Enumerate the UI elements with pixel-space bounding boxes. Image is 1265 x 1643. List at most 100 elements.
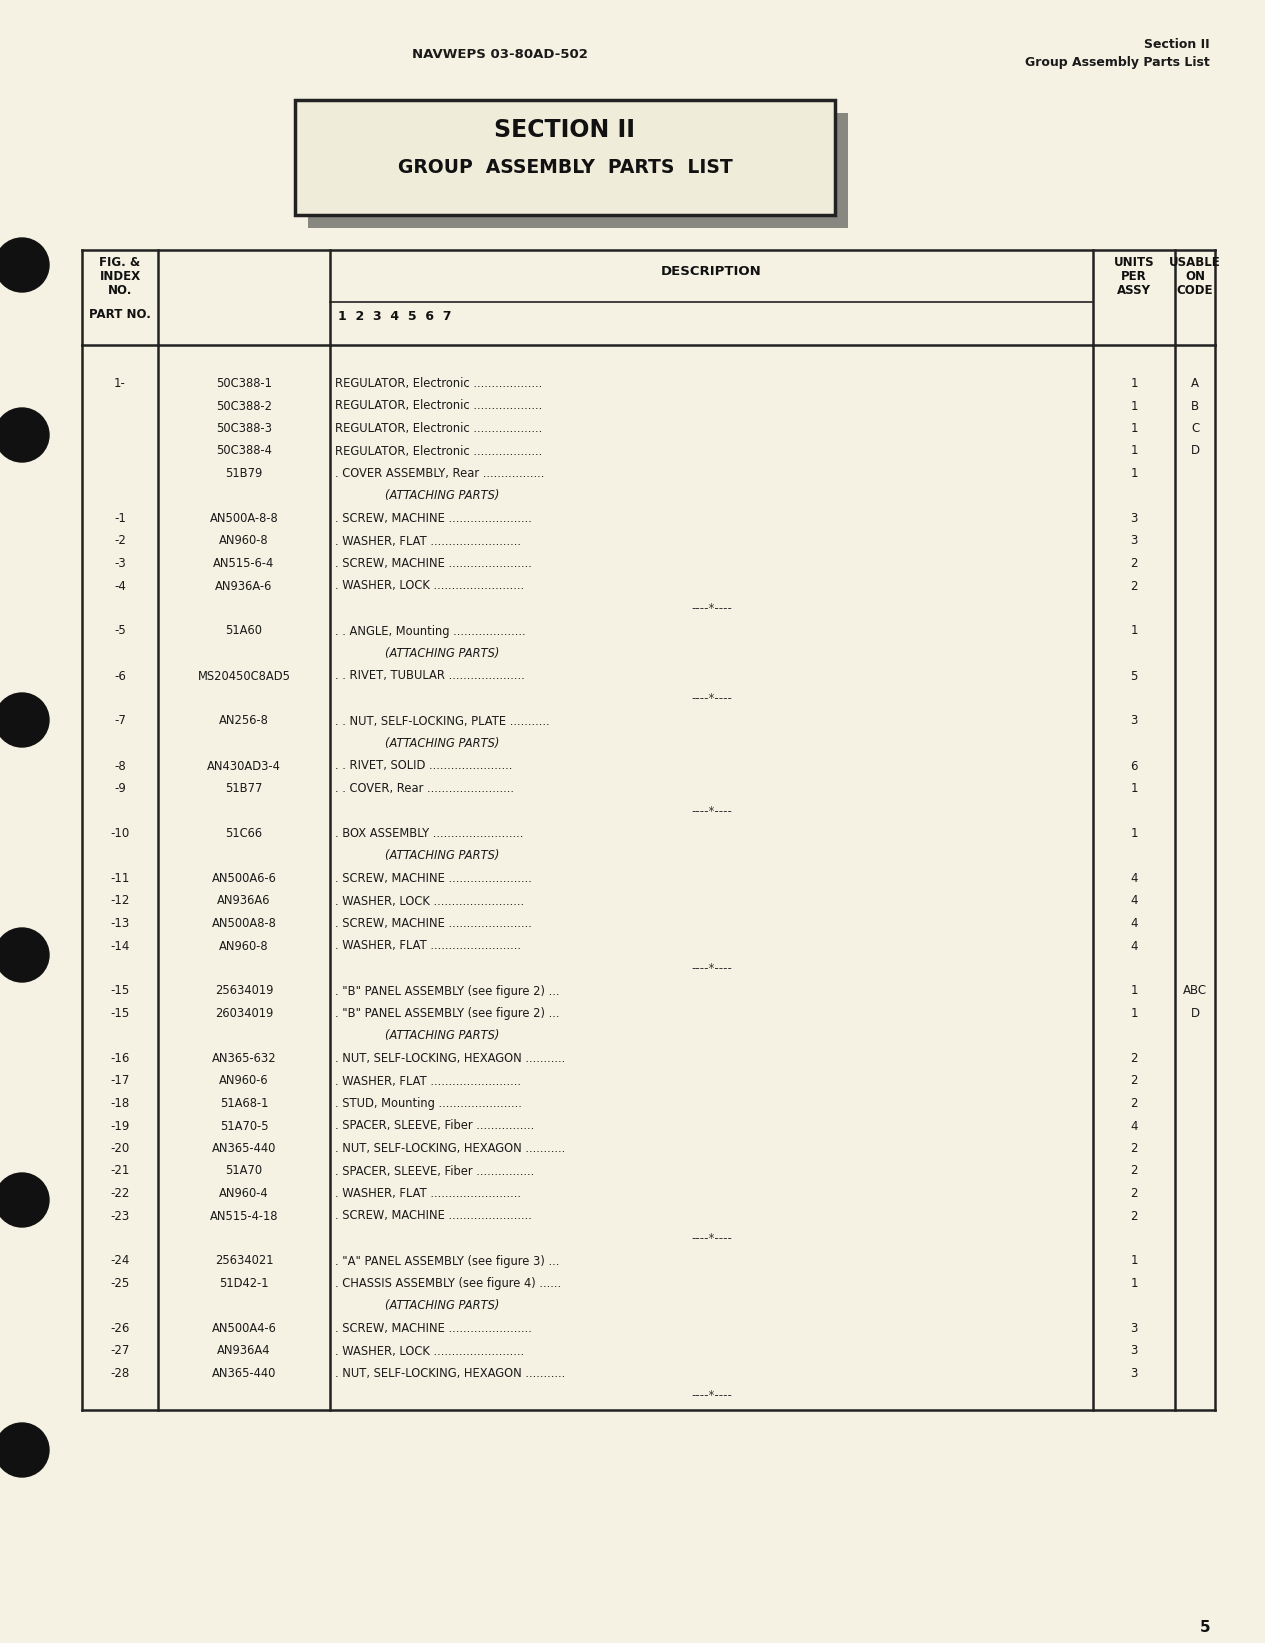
Circle shape [0, 1173, 49, 1227]
Text: 25634019: 25634019 [215, 984, 273, 997]
Text: 26034019: 26034019 [215, 1007, 273, 1020]
Text: AN500A-8-8: AN500A-8-8 [210, 513, 278, 526]
Text: . SCREW, MACHINE .......................: . SCREW, MACHINE ....................... [335, 513, 531, 526]
Text: REGULATOR, Electronic ...................: REGULATOR, Electronic ..................… [335, 422, 543, 435]
Text: -27: -27 [110, 1344, 130, 1357]
Text: AN365-440: AN365-440 [211, 1142, 276, 1155]
Text: . CHASSIS ASSEMBLY (see figure 4) ......: . CHASSIS ASSEMBLY (see figure 4) ...... [335, 1277, 562, 1290]
Text: . SCREW, MACHINE .......................: . SCREW, MACHINE ....................... [335, 1323, 531, 1336]
Text: ----*----: ----*---- [691, 601, 732, 614]
Text: 1: 1 [1130, 445, 1137, 457]
Text: AN365-440: AN365-440 [211, 1367, 276, 1380]
Text: . SPACER, SLEEVE, Fiber ................: . SPACER, SLEEVE, Fiber ................ [335, 1165, 534, 1178]
Text: (ATTACHING PARTS): (ATTACHING PARTS) [385, 490, 500, 503]
Text: ABC: ABC [1183, 984, 1207, 997]
Text: REGULATOR, Electronic ...................: REGULATOR, Electronic ..................… [335, 376, 543, 389]
Text: Group Assembly Parts List: Group Assembly Parts List [1025, 56, 1211, 69]
Text: . . ANGLE, Mounting ....................: . . ANGLE, Mounting .................... [335, 624, 526, 637]
Text: 1: 1 [1130, 399, 1137, 412]
Text: . . RIVET, TUBULAR .....................: . . RIVET, TUBULAR ..................... [335, 669, 525, 682]
Text: ----*----: ----*---- [691, 805, 732, 818]
Circle shape [0, 928, 49, 983]
Text: 5: 5 [1131, 669, 1137, 682]
Text: AN430AD3-4: AN430AD3-4 [207, 759, 281, 772]
Text: . SCREW, MACHINE .......................: . SCREW, MACHINE ....................... [335, 557, 531, 570]
Text: 2: 2 [1130, 557, 1137, 570]
Text: ----*----: ----*---- [691, 963, 732, 974]
Text: . NUT, SELF-LOCKING, HEXAGON ...........: . NUT, SELF-LOCKING, HEXAGON ........... [335, 1367, 565, 1380]
Text: . COVER ASSEMBLY, Rear .................: . COVER ASSEMBLY, Rear ................. [335, 467, 544, 480]
Text: 1: 1 [1130, 1277, 1137, 1290]
Text: AN256-8: AN256-8 [219, 715, 269, 728]
Text: 4: 4 [1130, 917, 1137, 930]
Text: -12: -12 [110, 894, 130, 907]
Text: 1: 1 [1130, 1007, 1137, 1020]
Text: 3: 3 [1131, 534, 1137, 547]
Text: PART NO.: PART NO. [89, 307, 151, 320]
Text: A: A [1192, 376, 1199, 389]
Circle shape [0, 1423, 49, 1477]
Text: -13: -13 [110, 917, 129, 930]
Text: 2: 2 [1130, 1186, 1137, 1199]
Text: -18: -18 [110, 1098, 129, 1111]
Text: AN515-4-18: AN515-4-18 [210, 1209, 278, 1222]
Text: 3: 3 [1131, 715, 1137, 728]
Text: 50C388-2: 50C388-2 [216, 399, 272, 412]
Text: 1: 1 [1130, 1255, 1137, 1267]
Text: -2: -2 [114, 534, 126, 547]
Text: SECTION II: SECTION II [495, 118, 635, 141]
Text: REGULATOR, Electronic ...................: REGULATOR, Electronic ..................… [335, 445, 543, 457]
Text: . SPACER, SLEEVE, Fiber ................: . SPACER, SLEEVE, Fiber ................ [335, 1119, 534, 1132]
Text: 1  2  3  4  5  6  7: 1 2 3 4 5 6 7 [338, 311, 452, 324]
Text: 4: 4 [1130, 894, 1137, 907]
Text: . "A" PANEL ASSEMBLY (see figure 3) ...: . "A" PANEL ASSEMBLY (see figure 3) ... [335, 1255, 559, 1267]
Text: 25634021: 25634021 [215, 1255, 273, 1267]
Text: D: D [1190, 445, 1199, 457]
Text: 2: 2 [1130, 1075, 1137, 1088]
Text: 50C388-1: 50C388-1 [216, 376, 272, 389]
Text: AN960-4: AN960-4 [219, 1186, 268, 1199]
Text: . BOX ASSEMBLY .........................: . BOX ASSEMBLY ......................... [335, 826, 524, 840]
Text: . WASHER, LOCK .........................: . WASHER, LOCK ......................... [335, 1344, 524, 1357]
Text: . SCREW, MACHINE .......................: . SCREW, MACHINE ....................... [335, 1209, 531, 1222]
Text: 1: 1 [1130, 826, 1137, 840]
Text: 2: 2 [1130, 1165, 1137, 1178]
Text: GROUP  ASSEMBLY  PARTS  LIST: GROUP ASSEMBLY PARTS LIST [397, 158, 732, 177]
Text: 3: 3 [1131, 1323, 1137, 1336]
Text: . SCREW, MACHINE .......................: . SCREW, MACHINE ....................... [335, 872, 531, 886]
Text: NAVWEPS 03-80AD-502: NAVWEPS 03-80AD-502 [412, 48, 588, 61]
Text: 1: 1 [1130, 467, 1137, 480]
Text: -16: -16 [110, 1052, 130, 1065]
Text: 51B77: 51B77 [225, 782, 263, 795]
Text: AN960-8: AN960-8 [219, 534, 268, 547]
Text: 4: 4 [1130, 872, 1137, 886]
Text: -7: -7 [114, 715, 126, 728]
Text: AN936A6: AN936A6 [218, 894, 271, 907]
Text: 51C66: 51C66 [225, 826, 263, 840]
Text: 2: 2 [1130, 1052, 1137, 1065]
Text: Section II: Section II [1145, 38, 1211, 51]
Text: -17: -17 [110, 1075, 130, 1088]
Text: 1: 1 [1130, 624, 1137, 637]
Text: -8: -8 [114, 759, 126, 772]
Text: -22: -22 [110, 1186, 130, 1199]
Text: 51B79: 51B79 [225, 467, 263, 480]
Text: 5: 5 [1199, 1620, 1211, 1635]
Text: -23: -23 [110, 1209, 129, 1222]
Text: -6: -6 [114, 669, 126, 682]
Text: 1: 1 [1130, 782, 1137, 795]
Bar [307, 113, 848, 228]
Text: 50C388-3: 50C388-3 [216, 422, 272, 435]
Circle shape [0, 238, 49, 292]
Text: 1: 1 [1130, 376, 1137, 389]
Text: 3: 3 [1131, 1344, 1137, 1357]
Text: REGULATOR, Electronic ...................: REGULATOR, Electronic ..................… [335, 399, 543, 412]
Text: 50C388-4: 50C388-4 [216, 445, 272, 457]
Text: -21: -21 [110, 1165, 130, 1178]
Text: 4: 4 [1130, 940, 1137, 953]
Text: NO.: NO. [108, 284, 132, 297]
Text: -3: -3 [114, 557, 126, 570]
Text: 51D42-1: 51D42-1 [219, 1277, 268, 1290]
Text: 3: 3 [1131, 513, 1137, 526]
Text: 4: 4 [1130, 1119, 1137, 1132]
